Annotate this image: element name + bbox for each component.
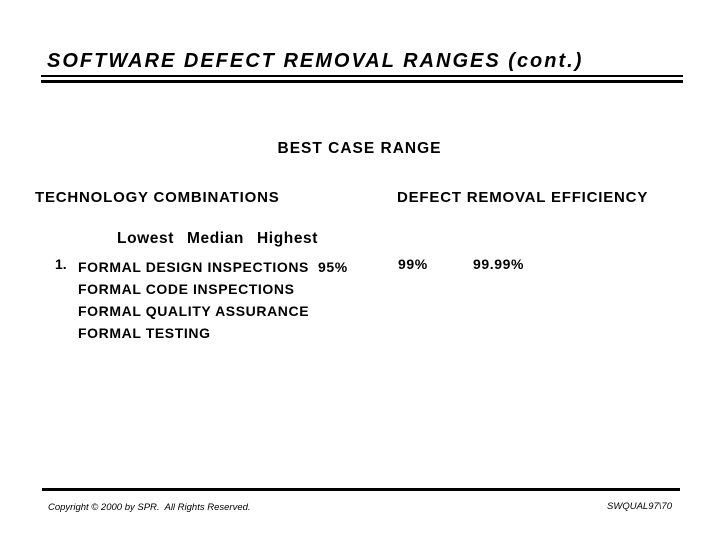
range-header-median: Median bbox=[187, 230, 244, 247]
copyright-text: Copyright © 2000 by SPR. All Rights Rese… bbox=[48, 502, 251, 513]
column-header-technology-combinations: TECHNOLOGY COMBINATIONS bbox=[35, 189, 280, 206]
median-value: 99% bbox=[398, 256, 428, 272]
technology-item: FORMAL TESTING bbox=[78, 325, 211, 341]
document-id: SWQUAL97\70 bbox=[607, 501, 672, 512]
column-header-defect-removal-efficiency: DEFECT REMOVAL EFFICIENCY bbox=[397, 189, 649, 206]
highest-value: 99.99% bbox=[473, 256, 525, 272]
technology-item: FORMAL DESIGN INSPECTIONS 95% bbox=[78, 256, 348, 278]
technology-name: FORMAL DESIGN INSPECTIONS bbox=[78, 259, 309, 275]
title-double-underline bbox=[41, 75, 683, 83]
slide-title: SOFTWARE DEFECT REMOVAL RANGES (cont.) bbox=[47, 50, 584, 72]
section-heading: BEST CASE RANGE bbox=[277, 140, 442, 157]
range-headers: Lowest Median Highest bbox=[117, 230, 318, 248]
technology-list: FORMAL DESIGN INSPECTIONS 95% FORMAL CODE… bbox=[78, 256, 348, 344]
footer-rule bbox=[42, 488, 680, 491]
technology-item: FORMAL CODE INSPECTIONS bbox=[78, 281, 295, 297]
range-header-lowest: Lowest bbox=[117, 230, 174, 247]
lowest-value: 95% bbox=[317, 259, 348, 275]
technology-item: FORMAL QUALITY ASSURANCE bbox=[78, 303, 310, 319]
range-header-highest: Highest bbox=[257, 230, 319, 247]
row-number: 1. bbox=[55, 256, 67, 272]
